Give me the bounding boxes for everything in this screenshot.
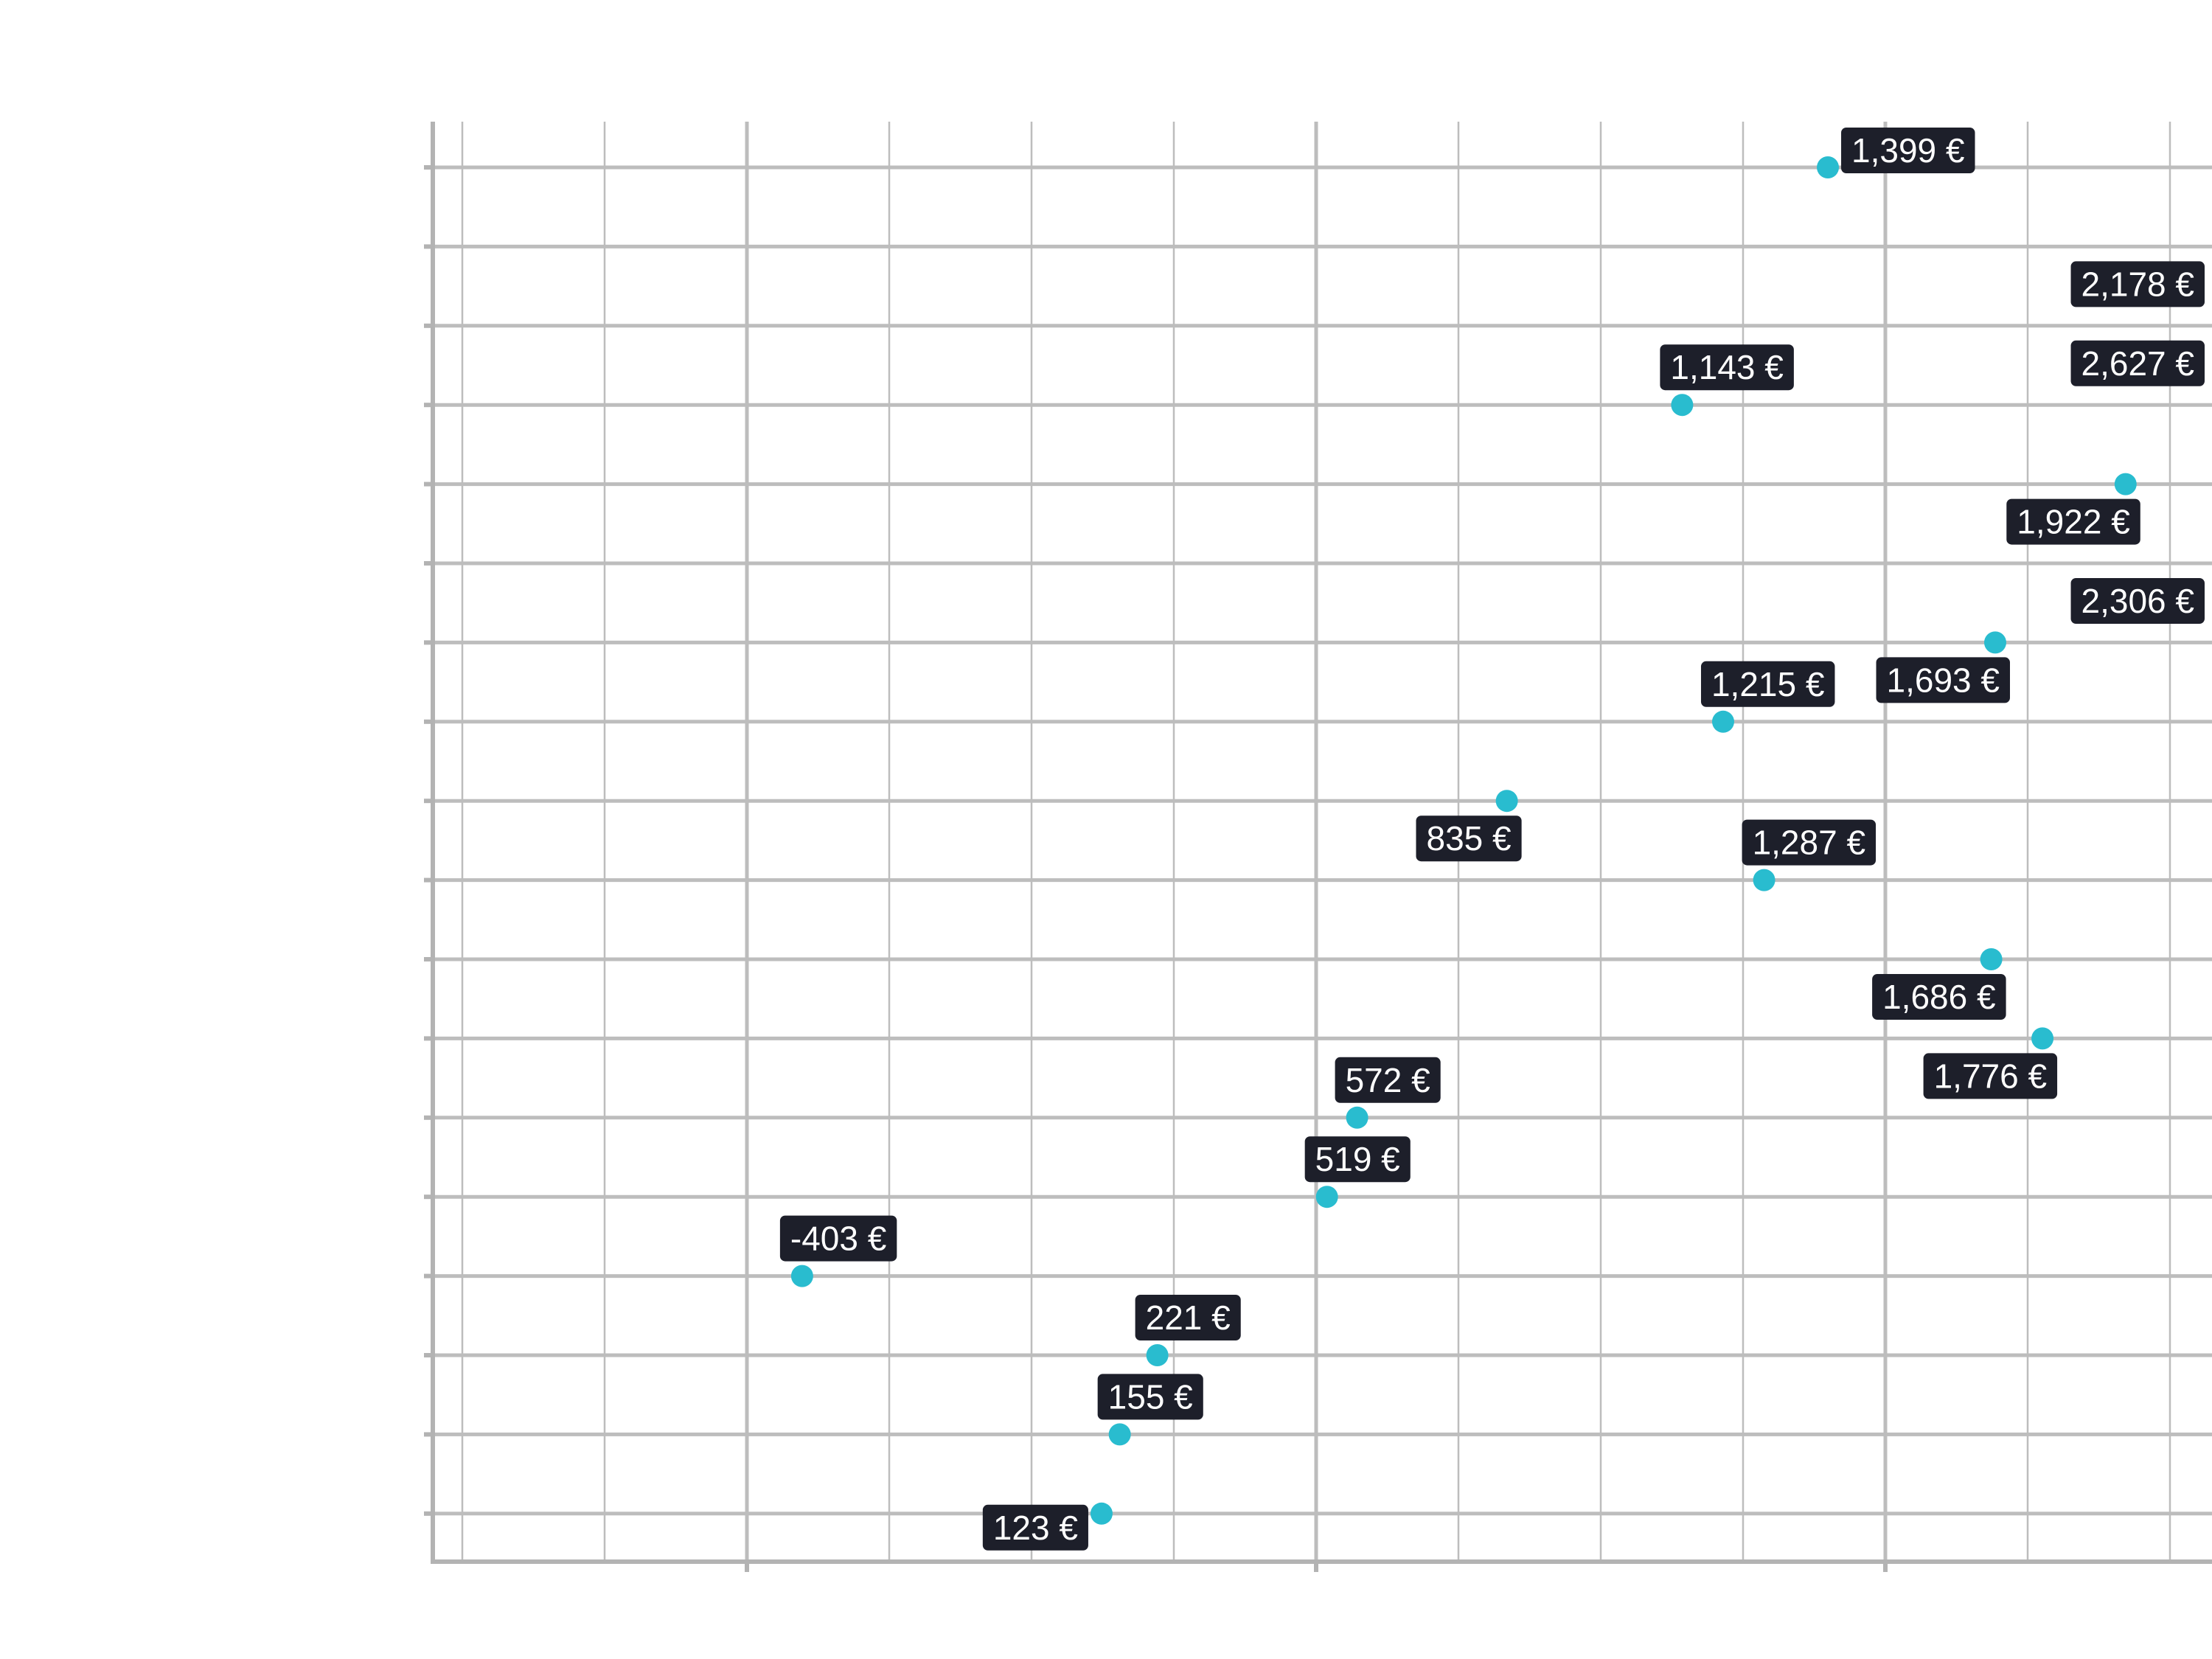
axis-layer	[424, 122, 2212, 1572]
data-label: 1,776 €	[1923, 1053, 2058, 1099]
data-point	[1753, 869, 1775, 891]
data-label-text: 1,693 €	[1887, 661, 2000, 699]
data-label-box	[2070, 340, 2205, 386]
data-label-box	[2006, 498, 2140, 545]
data-label: 2,306 €	[2070, 578, 2205, 624]
data-label: 123 €	[982, 1504, 1088, 1551]
data-label-text: 155 €	[1108, 1377, 1193, 1416]
data-label-text: 835 €	[1426, 819, 1511, 858]
data-label: 2,627 €	[2070, 340, 2205, 386]
data-point	[2114, 473, 2137, 495]
data-label: 1,287 €	[1742, 819, 1877, 866]
data-point	[1671, 394, 1694, 417]
grid-layer	[433, 122, 2212, 1562]
data-label-box	[1335, 1057, 1441, 1103]
data-point	[2031, 1027, 2054, 1050]
data-point	[1146, 1344, 1169, 1366]
data-label: 1,693 €	[1876, 657, 2010, 703]
data-point	[790, 1265, 813, 1287]
data-label-box	[2070, 261, 2205, 307]
data-point	[1315, 1186, 1338, 1208]
data-label-text: 2,178 €	[2081, 265, 2194, 303]
data-point	[1980, 948, 2003, 970]
data-label-box	[1135, 1295, 1241, 1340]
data-label-box	[1416, 815, 1522, 862]
data-label-text: 2,627 €	[2081, 344, 2194, 383]
data-label-box	[982, 1504, 1088, 1551]
data-label-box	[1872, 974, 2006, 1020]
data-label: 1,399 €	[1841, 128, 1975, 173]
data-point	[1983, 631, 2006, 654]
data-point	[1711, 710, 1734, 733]
data-label-text: 221 €	[1146, 1298, 1231, 1337]
data-label: 835 €	[1416, 815, 1522, 862]
data-label-box	[1700, 661, 1835, 707]
data-label-text: -403 €	[790, 1220, 886, 1258]
data-label: 221 €	[1135, 1295, 1241, 1340]
data-label-box	[779, 1215, 897, 1262]
data-label-text: 1,776 €	[1934, 1057, 2047, 1095]
data-label-text: 1,922 €	[2017, 503, 2129, 541]
data-label-text: 519 €	[1315, 1140, 1400, 1178]
data-label-box	[2070, 578, 2205, 624]
data-label-text: 1,143 €	[1670, 348, 1783, 386]
data-label: 1,215 €	[1700, 661, 1835, 707]
data-label: -403 €	[779, 1215, 897, 1262]
data-labels-layer: 1,399 € 2,178 € 2,627 € 1,143 € 1,922 € 2,306…	[779, 128, 2205, 1551]
data-label-box	[1876, 657, 2010, 703]
data-label-text: 572 €	[1346, 1061, 1430, 1099]
data-label-text: 2,306 €	[2081, 582, 2194, 620]
data-point	[1346, 1106, 1368, 1129]
data-label-box	[1304, 1136, 1411, 1183]
data-label-box	[1660, 344, 1794, 391]
data-label: 572 €	[1335, 1057, 1441, 1103]
data-label-text: 1,399 €	[1851, 131, 1964, 170]
data-label: 1,686 €	[1872, 974, 2006, 1020]
data-point	[1090, 1502, 1113, 1525]
data-label-box	[1923, 1053, 2058, 1099]
data-label-text: 1,686 €	[1882, 978, 1995, 1016]
data-label: 2,178 €	[2070, 261, 2205, 307]
points-layer	[790, 156, 2137, 1525]
data-label: 1,922 €	[2006, 498, 2140, 545]
data-label: 155 €	[1097, 1374, 1203, 1420]
data-label: 519 €	[1304, 1136, 1411, 1183]
data-point	[1817, 156, 1840, 178]
data-label-text: 1,215 €	[1711, 665, 1824, 703]
data-point	[1108, 1423, 1131, 1446]
data-label-text: 123 €	[993, 1509, 1078, 1547]
data-label-box	[1097, 1374, 1203, 1420]
data-label: 1,143 €	[1660, 344, 1794, 391]
data-point	[1495, 790, 1518, 813]
data-label-box	[1841, 128, 1975, 173]
data-label-box	[1742, 819, 1877, 866]
data-label-text: 1,287 €	[1753, 824, 1865, 862]
